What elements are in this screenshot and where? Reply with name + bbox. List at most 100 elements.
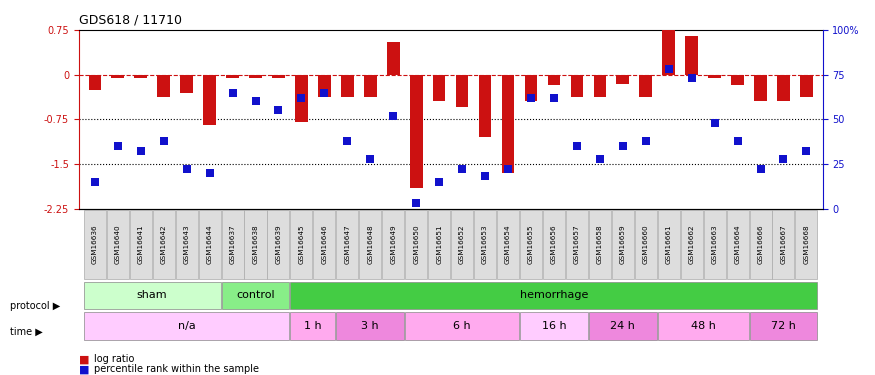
Text: GSM16666: GSM16666 <box>758 225 764 264</box>
Bar <box>708 75 721 78</box>
Text: 16 h: 16 h <box>542 321 566 331</box>
FancyBboxPatch shape <box>84 210 106 279</box>
Text: GSM16667: GSM16667 <box>780 225 787 264</box>
FancyBboxPatch shape <box>726 210 749 279</box>
Text: GSM16642: GSM16642 <box>161 225 166 264</box>
Point <box>157 138 171 144</box>
Bar <box>732 75 744 86</box>
FancyBboxPatch shape <box>658 210 680 279</box>
FancyBboxPatch shape <box>313 210 335 279</box>
Bar <box>295 75 308 122</box>
Point <box>524 95 538 101</box>
Text: 3 h: 3 h <box>361 321 379 331</box>
Text: GSM16660: GSM16660 <box>643 225 648 264</box>
Text: control: control <box>236 290 275 300</box>
FancyBboxPatch shape <box>107 210 129 279</box>
Text: GSM16659: GSM16659 <box>620 225 626 264</box>
Text: GSM16649: GSM16649 <box>390 225 396 264</box>
Bar <box>662 30 675 75</box>
Bar <box>249 75 262 78</box>
Bar <box>501 75 514 173</box>
Point <box>478 174 492 180</box>
Bar <box>548 75 560 86</box>
Text: GSM16646: GSM16646 <box>321 225 327 264</box>
Point <box>226 90 240 96</box>
Bar <box>111 75 124 78</box>
Text: log ratio: log ratio <box>94 354 135 364</box>
FancyBboxPatch shape <box>84 282 220 309</box>
Text: GSM16644: GSM16644 <box>206 225 213 264</box>
Text: GSM16663: GSM16663 <box>711 225 718 264</box>
Bar <box>456 75 468 107</box>
Point <box>455 166 469 172</box>
Text: GSM16636: GSM16636 <box>92 225 98 264</box>
Bar <box>364 75 376 97</box>
Bar <box>570 75 584 97</box>
Point <box>271 107 285 113</box>
Point <box>708 120 722 126</box>
Point <box>134 148 148 154</box>
Text: 1 h: 1 h <box>304 321 322 331</box>
Bar <box>640 75 652 97</box>
FancyBboxPatch shape <box>290 282 817 309</box>
Text: ■: ■ <box>79 364 89 374</box>
FancyBboxPatch shape <box>221 282 290 309</box>
Point <box>662 66 676 72</box>
Bar <box>410 75 423 188</box>
Text: GSM16650: GSM16650 <box>413 225 419 264</box>
FancyBboxPatch shape <box>152 210 175 279</box>
FancyBboxPatch shape <box>428 210 450 279</box>
Bar <box>433 75 445 101</box>
Point <box>111 143 125 149</box>
Text: GSM16656: GSM16656 <box>551 225 556 264</box>
Text: GSM16641: GSM16641 <box>137 225 144 264</box>
FancyBboxPatch shape <box>336 312 404 340</box>
FancyBboxPatch shape <box>405 210 427 279</box>
Text: GSM16668: GSM16668 <box>803 225 809 264</box>
FancyBboxPatch shape <box>520 210 542 279</box>
Point <box>432 179 446 185</box>
Point <box>318 90 332 96</box>
Text: GSM16643: GSM16643 <box>184 225 190 264</box>
Point <box>363 156 377 162</box>
Point <box>410 200 423 206</box>
Text: 6 h: 6 h <box>453 321 471 331</box>
FancyBboxPatch shape <box>658 312 749 340</box>
Text: 24 h: 24 h <box>611 321 635 331</box>
Text: sham: sham <box>136 290 167 300</box>
Bar <box>525 75 537 101</box>
FancyBboxPatch shape <box>360 210 382 279</box>
Point <box>501 166 515 172</box>
Bar <box>272 75 284 78</box>
Text: GSM16647: GSM16647 <box>345 225 350 264</box>
Bar <box>479 75 492 137</box>
Bar <box>227 75 239 78</box>
Bar <box>387 42 400 75</box>
Text: protocol ▶: protocol ▶ <box>10 301 60 310</box>
Point <box>340 138 354 144</box>
Text: GSM16661: GSM16661 <box>666 225 672 264</box>
FancyBboxPatch shape <box>382 210 404 279</box>
Text: GSM16638: GSM16638 <box>253 225 258 264</box>
Point <box>776 156 790 162</box>
Text: GSM16651: GSM16651 <box>436 225 442 264</box>
Bar <box>158 75 170 97</box>
FancyBboxPatch shape <box>452 210 473 279</box>
Point <box>88 179 102 185</box>
Text: 48 h: 48 h <box>690 321 716 331</box>
FancyBboxPatch shape <box>681 210 703 279</box>
FancyBboxPatch shape <box>750 312 817 340</box>
FancyBboxPatch shape <box>244 210 267 279</box>
FancyBboxPatch shape <box>130 210 151 279</box>
Text: GDS618 / 11710: GDS618 / 11710 <box>79 13 182 26</box>
Bar <box>754 75 766 101</box>
FancyBboxPatch shape <box>84 312 290 340</box>
FancyBboxPatch shape <box>290 312 335 340</box>
Text: GSM16654: GSM16654 <box>505 225 511 264</box>
Text: GSM16662: GSM16662 <box>689 225 695 264</box>
Text: GSM16658: GSM16658 <box>597 225 603 264</box>
Bar <box>88 75 102 90</box>
Point <box>248 98 262 104</box>
Point <box>616 143 630 149</box>
FancyBboxPatch shape <box>589 312 657 340</box>
